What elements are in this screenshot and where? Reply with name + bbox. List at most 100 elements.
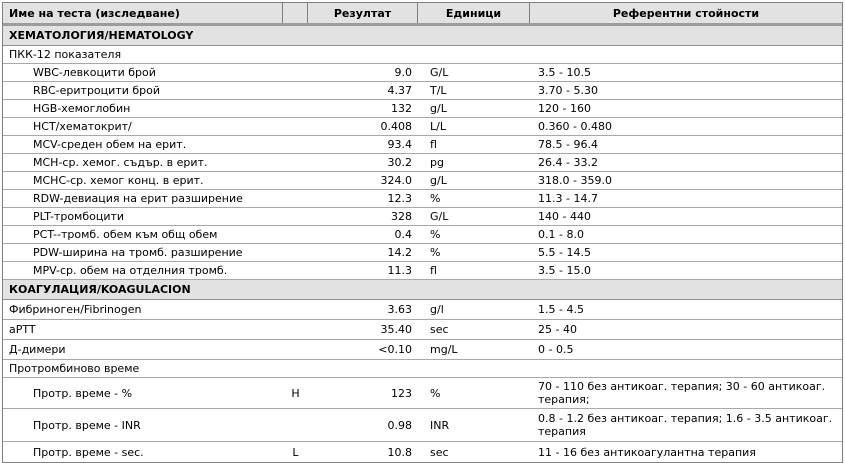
units-cell: fl bbox=[430, 138, 437, 151]
units-cell: g/L bbox=[430, 174, 447, 187]
test-name: Протр. време - sec. bbox=[33, 445, 144, 459]
result-value: 14.2 bbox=[387, 246, 413, 259]
table-row: MCH-ср. хемог. съдър. в ерит. 30.2 pg 26… bbox=[3, 154, 842, 172]
test-name: MPV-ср. обем на отделния тромб. bbox=[33, 264, 228, 277]
units-cell: pg bbox=[430, 156, 444, 169]
result-value: 328 bbox=[391, 210, 412, 223]
reference-range: 3.5 - 15.0 bbox=[538, 264, 591, 277]
reference-range: 140 - 440 bbox=[538, 210, 591, 223]
reference-range: 25 - 40 bbox=[538, 323, 577, 336]
test-name: WBC-левкоцити брой bbox=[33, 66, 156, 79]
test-name: RBC-еритроцити брой bbox=[33, 84, 160, 97]
units-cell: G/L bbox=[430, 66, 449, 79]
reference-range: 318.0 - 359.0 bbox=[538, 174, 612, 187]
test-name: RDW-девиация на ерит разширение bbox=[33, 192, 243, 205]
test-name: Протр. време - % bbox=[33, 386, 133, 400]
reference-range: 11.3 - 14.7 bbox=[538, 192, 598, 205]
table-row: Протр. време - % H 123 % 70 - 110 без ан… bbox=[3, 378, 842, 409]
result-value: 4.37 bbox=[387, 84, 413, 97]
units-cell: sec bbox=[430, 445, 449, 459]
reference-range: 3.70 - 5.30 bbox=[538, 84, 598, 97]
units-cell: G/L bbox=[430, 210, 449, 223]
test-name: HGB-хемоглобин bbox=[33, 102, 131, 115]
units-cell: mg/L bbox=[430, 343, 458, 356]
result-value: 123 bbox=[391, 386, 412, 400]
reference-range: 1.5 - 4.5 bbox=[538, 303, 584, 316]
column-header-reference: Референтни стойности bbox=[612, 6, 760, 20]
table-row: RDW-девиация на ерит разширение 12.3 % 1… bbox=[3, 190, 842, 208]
section-header-coagulation: КОАГУЛАЦИЯ/KOAGULACION bbox=[3, 280, 842, 300]
result-value: 10.8 bbox=[387, 445, 413, 459]
table-row: MCV-среден обем на ерит. 93.4 fl 78.5 - … bbox=[3, 136, 842, 154]
units-cell: T/L bbox=[430, 84, 447, 97]
units-cell: g/L bbox=[430, 102, 447, 115]
reference-range: 78.5 - 96.4 bbox=[538, 138, 598, 151]
flag-cell: L bbox=[292, 445, 299, 459]
flag-cell: H bbox=[291, 386, 300, 400]
section-header-hematology: ХЕМАТОЛОГИЯ/HEMATOLOGY bbox=[3, 26, 842, 46]
table-row: PCT--тромб. обем към общ обем 0.4 % 0.1 … bbox=[3, 226, 842, 244]
test-name: PCT--тромб. обем към общ обем bbox=[33, 228, 218, 241]
table-row: Д-димери <0.10 mg/L 0 - 0.5 bbox=[3, 340, 842, 360]
column-header-result: Резултат bbox=[308, 3, 418, 23]
table-header-row: Име на теста (изследване) Резултат Едини… bbox=[3, 3, 842, 26]
units-cell: INR bbox=[430, 418, 450, 432]
result-value: 0.4 bbox=[394, 228, 413, 241]
test-name: PDW-ширина на тромб. разширение bbox=[33, 246, 243, 259]
column-header-flag bbox=[283, 3, 308, 23]
reference-range: 0.360 - 0.480 bbox=[538, 120, 612, 133]
table-row: WBC-левкоцити брой 9.0 G/L 3.5 - 10.5 bbox=[3, 64, 842, 82]
reference-range: 0.8 - 1.2 без антикоаг. терапия; 1.6 - 3… bbox=[538, 412, 833, 438]
table-row: PLT-тромбоцити 328 G/L 140 - 440 bbox=[3, 208, 842, 226]
test-name: Протр. време - INR bbox=[33, 418, 141, 432]
test-name: HCT/хематокрит/ bbox=[33, 120, 132, 133]
table-row: HGB-хемоглобин 132 g/L 120 - 160 bbox=[3, 100, 842, 118]
test-name: MCHC-ср. хемог конц. в ерит. bbox=[33, 174, 204, 187]
result-value: 93.4 bbox=[387, 138, 413, 151]
reference-range: 11 - 16 без антикоагулантна терапия bbox=[538, 445, 756, 459]
result-value: 35.40 bbox=[380, 323, 413, 336]
table-row: RBC-еритроцити брой 4.37 T/L 3.70 - 5.30 bbox=[3, 82, 842, 100]
reference-range: 0.1 - 8.0 bbox=[538, 228, 584, 241]
units-cell: % bbox=[430, 246, 441, 259]
table-row: HCT/хематокрит/ 0.408 L/L 0.360 - 0.480 bbox=[3, 118, 842, 136]
test-name: aPTT bbox=[9, 323, 36, 336]
units-cell: L/L bbox=[430, 120, 446, 133]
table-row: Протр. време - INR 0.98 INR 0.8 - 1.2 бе… bbox=[3, 409, 842, 442]
test-name: PLT-тромбоцити bbox=[33, 210, 125, 223]
table-row: MCHC-ср. хемог конц. в ерит. 324.0 g/L 3… bbox=[3, 172, 842, 190]
group-label-prothrombin: Протромбиново време bbox=[3, 360, 842, 378]
result-value: 11.3 bbox=[387, 264, 413, 277]
result-value: 0.98 bbox=[387, 418, 413, 432]
table-row: Протр. време - sec. L 10.8 sec 11 - 16 б… bbox=[3, 442, 842, 462]
units-cell: sec bbox=[430, 323, 449, 336]
result-value: <0.10 bbox=[378, 343, 412, 356]
table-row: aPTT 35.40 sec 25 - 40 bbox=[3, 320, 842, 340]
test-name: Д-димери bbox=[9, 343, 66, 356]
reference-range: 0 - 0.5 bbox=[538, 343, 574, 356]
table-row: PDW-ширина на тромб. разширение 14.2 % 5… bbox=[3, 244, 842, 262]
result-value: 30.2 bbox=[387, 156, 413, 169]
result-value: 3.63 bbox=[387, 303, 413, 316]
reference-range: 120 - 160 bbox=[538, 102, 591, 115]
reference-range: 26.4 - 33.2 bbox=[538, 156, 598, 169]
result-value: 132 bbox=[391, 102, 412, 115]
result-value: 324.0 bbox=[380, 174, 413, 187]
test-name: MCV-среден обем на ерит. bbox=[33, 138, 187, 151]
column-header-units: Единици bbox=[418, 3, 530, 23]
result-value: 0.408 bbox=[380, 120, 413, 133]
reference-range: 70 - 110 без антикоаг. терапия; 30 - 60 … bbox=[538, 380, 826, 406]
reference-range: 3.5 - 10.5 bbox=[538, 66, 591, 79]
result-value: 12.3 bbox=[387, 192, 413, 205]
group-label-pkk12: ПКК-12 показателя bbox=[3, 46, 842, 64]
table-row: MPV-ср. обем на отделния тромб. 11.3 fl … bbox=[3, 262, 842, 280]
reference-range: 5.5 - 14.5 bbox=[538, 246, 591, 259]
table-row: Фибриноген/Fibrinogen 3.63 g/l 1.5 - 4.5 bbox=[3, 300, 842, 320]
units-cell: g/l bbox=[430, 303, 444, 316]
units-cell: % bbox=[430, 386, 441, 400]
test-name: Фибриноген/Fibrinogen bbox=[9, 303, 142, 316]
test-name: MCH-ср. хемог. съдър. в ерит. bbox=[33, 156, 208, 169]
units-cell: fl bbox=[430, 264, 437, 277]
units-cell: % bbox=[430, 228, 441, 241]
